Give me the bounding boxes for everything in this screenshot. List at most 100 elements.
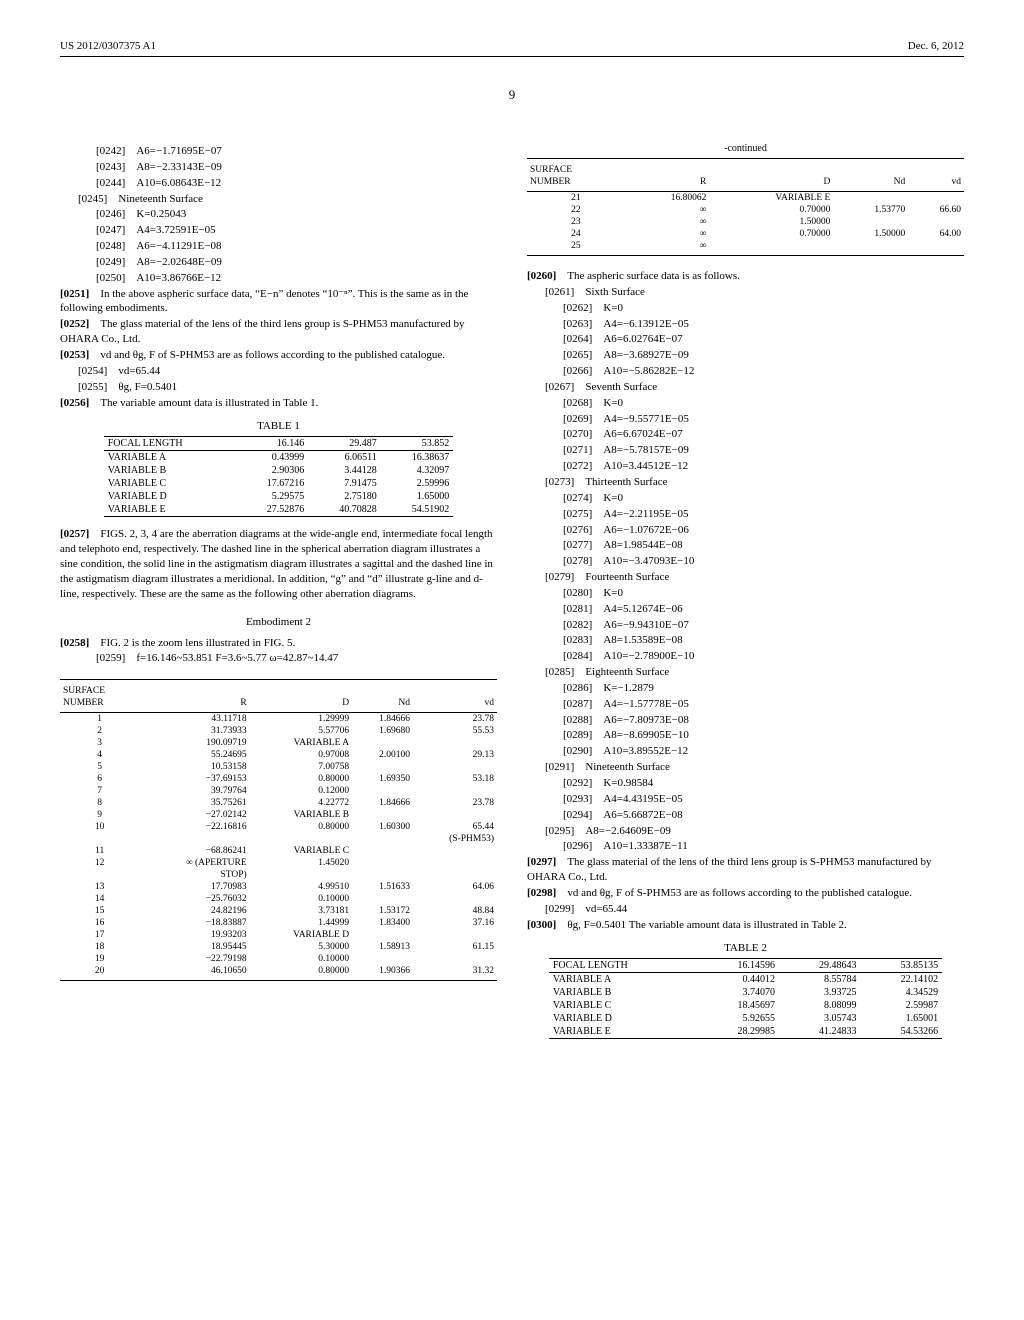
para-0256: [0256] The variable amount data is illus…: [60, 396, 497, 411]
para-0259: [0259] f=16.146~53.851 F=3.6~5.77 ω=42.8…: [60, 651, 497, 666]
para-0265: [0265] A8=−3.68927E−09: [527, 348, 964, 363]
para-0250: [0250] A10=3.86766E−12: [60, 271, 497, 286]
table-row: 2046.106500.800001.9036631.32: [60, 965, 497, 981]
para-0294: [0294] A6=5.66872E−08: [527, 808, 964, 823]
para-0282: [0282] A6=−9.94310E−07: [527, 618, 964, 633]
table-row: 11−68.86241VARIABLE C: [60, 845, 497, 857]
embodiment2-heading: Embodiment 2: [60, 616, 497, 628]
para-0279: [0279] Fourteenth Surface: [527, 570, 964, 585]
table2: FOCAL LENGTH 16.14596 29.48643 53.85135 …: [549, 958, 942, 1039]
para-0261: [0261] Sixth Surface: [527, 285, 964, 300]
para-0300: [0300] θg, F=0.5401 The variable amount …: [527, 918, 964, 933]
para-0266: [0266] A10=−5.86282E−12: [527, 364, 964, 379]
para-0267: [0267] Seventh Surface: [527, 380, 964, 395]
table2-header-row: FOCAL LENGTH 16.14596 29.48643 53.85135: [549, 959, 942, 973]
para-0254: [0254] vd=65.44: [60, 364, 497, 379]
table-row: VARIABLE A0.440128.5578422.14102: [549, 973, 942, 987]
para-0251: [0251] In the above aspheric surface dat…: [60, 287, 497, 317]
table-row: 739.797640.12000: [60, 785, 497, 797]
para-0293: [0293] A4=4.43195E−05: [527, 792, 964, 807]
para-0297: [0297] The glass material of the lens of…: [527, 855, 964, 885]
para-0286: [0286] K=−1.2879: [527, 681, 964, 696]
table-row: 1818.954455.300001.5891361.15: [60, 941, 497, 953]
para-0271: [0271] A8=−5.78157E−09: [527, 443, 964, 458]
para-0289: [0289] A8=−8.69905E−10: [527, 728, 964, 743]
table-row: 231.739335.577061.6968055.53: [60, 725, 497, 737]
table-row: 1524.821963.731811.5317248.84: [60, 905, 497, 917]
para-0258: [0258] FIG. 2 is the zoom lens illustrat…: [60, 636, 497, 651]
para-0252: [0252] The glass material of the lens of…: [60, 317, 497, 347]
table-row: VARIABLE B2.903063.441284.32097: [104, 464, 454, 477]
table-row: 24∞0.700001.5000064.00: [527, 228, 964, 240]
table-row: 23∞1.50000: [527, 216, 964, 228]
surface-table-left: SURFACE NUMBER R D Nd vd 143.117181.2999…: [60, 679, 497, 981]
table-row: 510.531587.00758: [60, 761, 497, 773]
para-0274: [0274] K=0: [527, 491, 964, 506]
table-row: 9−27.02142VARIABLE B: [60, 809, 497, 821]
page-number: 9: [60, 87, 964, 103]
para-0270: [0270] A6=6.67024E−07: [527, 427, 964, 442]
para-0269: [0269] A4=−9.55771E−05: [527, 412, 964, 427]
para-0277: [0277] A8=1.98544E−08: [527, 538, 964, 553]
para-0248: [0248] A6=−4.11291E−08: [60, 239, 497, 254]
table-row: VARIABLE A0.439996.0651116.38637: [104, 451, 454, 465]
table-row: 12∞ (APERTURE1.45020: [60, 857, 497, 869]
patent-number: US 2012/0307375 A1: [60, 40, 156, 52]
table-row: 10−22.168160.800001.6030065.44: [60, 821, 497, 833]
para-0285: [0285] Eighteenth Surface: [527, 665, 964, 680]
table-row: 455.246950.970082.0010029.13: [60, 749, 497, 761]
table-row: VARIABLE C18.456978.080992.59987: [549, 999, 942, 1012]
para-0281: [0281] A4=5.12674E−06: [527, 602, 964, 617]
para-0249: [0249] A8=−2.02648E−09: [60, 255, 497, 270]
table1-title: TABLE 1: [60, 420, 497, 432]
para-0278: [0278] A10=−3.47093E−10: [527, 554, 964, 569]
para-0290: [0290] A10=3.89552E−12: [527, 744, 964, 759]
para-0287: [0287] A4=−1.57778E−05: [527, 697, 964, 712]
table-row: 1719.93203VARIABLE D: [60, 929, 497, 941]
para-0291: [0291] Nineteenth Surface: [527, 760, 964, 775]
para-0299: [0299] vd=65.44: [527, 902, 964, 917]
table-row: 1317.709834.995101.5163364.06: [60, 881, 497, 893]
table-row: 143.117181.299991.8466623.78: [60, 713, 497, 726]
publication-date: Dec. 6, 2012: [908, 40, 964, 52]
para-0295: [0295] A8=−2.64609E−09: [527, 824, 964, 839]
para-0288: [0288] A6=−7.80973E−08: [527, 713, 964, 728]
para-0273: [0273] Thirteenth Surface: [527, 475, 964, 490]
para-0242: [0242] A6=−1.71695E−07: [60, 144, 497, 159]
para-0276: [0276] A6=−1.07672E−06: [527, 523, 964, 538]
table-row: 3190.09719VARIABLE A: [60, 737, 497, 749]
para-0275: [0275] A4=−2.21195E−05: [527, 507, 964, 522]
para-0253: [0253] vd and θg, F of S-PHM53 are as fo…: [60, 348, 497, 363]
para-0243: [0243] A8=−2.33143E−09: [60, 160, 497, 175]
table-row: VARIABLE E28.2998541.2483354.53266: [549, 1025, 942, 1039]
table-row: VARIABLE D5.295752.751801.65000: [104, 490, 454, 503]
para-0272: [0272] A10=3.44512E−12: [527, 459, 964, 474]
para-0292: [0292] K=0.98584: [527, 776, 964, 791]
para-0263: [0263] A4=−6.13912E−05: [527, 317, 964, 332]
surface-table-right: SURFACE NUMBER R D Nd vd 2116.80062VARIA…: [527, 158, 964, 256]
para-0296: [0296] A10=1.33387E−11: [527, 839, 964, 854]
table-row: 2116.80062VARIABLE E: [527, 192, 964, 205]
right-column: -continued SURFACE NUMBER R D Nd vd 2116…: [527, 143, 964, 1049]
para-0255: [0255] θg, F=0.5401: [60, 380, 497, 395]
para-0260: [0260] The aspheric surface data is as f…: [527, 269, 964, 284]
table-row: VARIABLE C17.672167.914752.59996: [104, 477, 454, 490]
para-0283: [0283] A8=1.53589E−08: [527, 633, 964, 648]
table-row: 14−25.760320.10000: [60, 893, 497, 905]
table-row: (S-PHM53): [60, 833, 497, 845]
continued-label: -continued: [527, 143, 964, 154]
table-row: 19−22.791980.10000: [60, 953, 497, 965]
para-0262: [0262] K=0: [527, 301, 964, 316]
table-row: STOP): [60, 869, 497, 881]
left-column: [0242] A6=−1.71695E−07 [0243] A8=−2.3314…: [60, 143, 497, 1049]
para-0280: [0280] K=0: [527, 586, 964, 601]
page-header: US 2012/0307375 A1 Dec. 6, 2012: [60, 40, 964, 57]
table-row: VARIABLE D5.926553.057431.65001: [549, 1012, 942, 1025]
para-0247: [0247] A4=3.72591E−05: [60, 223, 497, 238]
para-0244: [0244] A10=6.08643E−12: [60, 176, 497, 191]
table-row: VARIABLE B3.740703.937254.34529: [549, 986, 942, 999]
table1-header-row: FOCAL LENGTH 16.146 29.487 53.852: [104, 437, 454, 451]
table-row: 6−37.691530.800001.6935053.18: [60, 773, 497, 785]
table1: FOCAL LENGTH 16.146 29.487 53.852 VARIAB…: [104, 436, 454, 517]
para-0246: [0246] K=0.25043: [60, 207, 497, 222]
